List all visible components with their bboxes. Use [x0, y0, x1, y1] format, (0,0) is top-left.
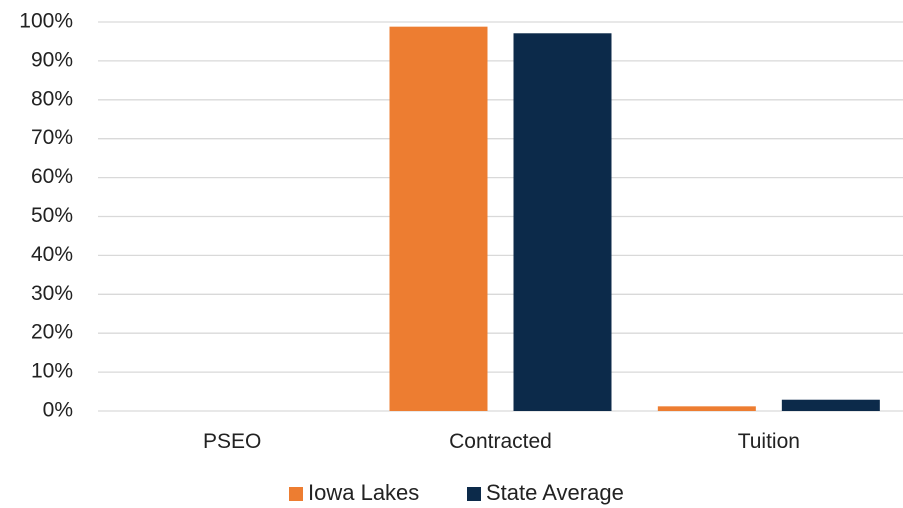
y-tick-label: 50% — [31, 204, 73, 227]
y-axis-ticks: 0% 10% 20% 30% 40% 50% 60% 70% 80% 90% 100% — [19, 10, 73, 422]
y-tick-label: 100% — [19, 10, 73, 33]
y-tick-label: 10% — [31, 360, 73, 383]
y-tick-label: 40% — [31, 243, 73, 266]
y-tick-label: 70% — [31, 126, 73, 149]
y-tick-label: 60% — [31, 165, 73, 188]
legend-label: Iowa Lakes — [308, 480, 419, 505]
legend-swatch — [289, 487, 303, 501]
y-tick-label: 80% — [31, 87, 73, 110]
bar-iowa-lakes-tuition — [657, 406, 756, 411]
bar-state-average-tuition — [781, 399, 880, 411]
x-tick-label: Contracted — [449, 430, 552, 453]
gridlines — [98, 21, 903, 412]
legend: Iowa Lakes State Average — [289, 480, 624, 505]
bars — [389, 26, 880, 411]
legend-label: State Average — [486, 480, 624, 505]
bar-iowa-lakes-contracted — [389, 26, 488, 411]
x-tick-label: Tuition — [738, 430, 800, 453]
x-axis-ticks: PSEO Contracted Tuition — [203, 430, 800, 453]
x-tick-label: PSEO — [203, 430, 261, 453]
y-tick-label: 30% — [31, 282, 73, 305]
bar-state-average-contracted — [513, 33, 612, 411]
legend-swatch — [467, 487, 481, 501]
y-tick-label: 90% — [31, 48, 73, 71]
y-tick-label: 20% — [31, 321, 73, 344]
y-tick-label: 0% — [43, 399, 73, 422]
